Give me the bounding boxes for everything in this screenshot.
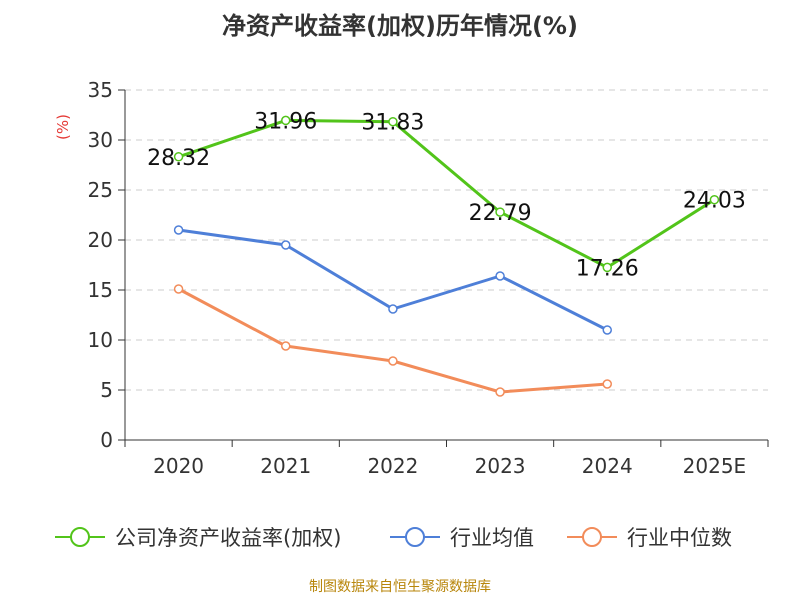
data-label: 24.03	[683, 189, 746, 214]
data-point	[173, 284, 184, 294]
y-tick-label: 35	[88, 78, 113, 102]
y-axis-label: (%)	[54, 114, 72, 140]
data-label: 28.32	[147, 146, 210, 171]
data-point	[602, 379, 612, 389]
x-tick-label: 2023	[475, 454, 526, 478]
data-label: 31.96	[254, 109, 317, 134]
data-point	[388, 116, 398, 127]
data-point	[602, 262, 612, 273]
y-tick-label: 15	[88, 278, 113, 302]
legend-marker	[582, 527, 602, 547]
data-point	[173, 225, 184, 235]
axes: 0 5 10 15 20 25 30 35 2020 2021 2022 2023 2024 2025E (…	[54, 78, 769, 478]
grid-lines	[125, 89, 768, 391]
data-point	[495, 207, 505, 217]
y-tick-label: 25	[88, 178, 113, 202]
data-label: 31.83	[361, 111, 424, 136]
series-line	[178, 118, 716, 269]
data-point	[495, 387, 505, 397]
y-tick-label: 10	[88, 328, 113, 352]
series-line	[178, 228, 608, 332]
y-tick-label: 5	[100, 378, 113, 402]
chart-title: 净资产收益率(加权)历年情况(%)	[222, 12, 578, 40]
data-label: 17.26	[576, 256, 639, 281]
x-tick-label: 2021	[260, 454, 311, 478]
x-tick-label: 2022	[367, 454, 418, 478]
data-point	[173, 152, 184, 162]
data-point	[388, 356, 398, 366]
data-source-note: 制图数据来自恒生聚源数据库	[309, 579, 491, 595]
series	[173, 115, 720, 397]
data-point	[709, 194, 720, 205]
legend: 公司净资产收益率(加权) 行业均值 行业中位数	[55, 526, 732, 550]
x-tick-label: 2025E	[683, 454, 747, 478]
y-tick-label: 0	[100, 428, 113, 452]
data-point	[602, 325, 612, 335]
data-labels: 28.32 31.96 31.83 22.79 17.26 24.03	[147, 109, 746, 281]
data-point	[388, 304, 398, 314]
data-label: 22.79	[469, 201, 532, 226]
legend-label: 公司净资产收益率(加权)	[115, 526, 341, 550]
y-tick-label: 30	[88, 128, 113, 152]
legend-label: 行业均值	[450, 526, 534, 550]
x-tick-label: 2024	[582, 454, 633, 478]
data-point	[281, 240, 291, 250]
legend-marker	[70, 527, 90, 547]
legend-marker	[405, 527, 425, 547]
data-point	[281, 115, 291, 126]
y-tick-label: 20	[88, 228, 113, 252]
data-point	[495, 271, 505, 281]
legend-label: 行业中位数	[627, 526, 732, 550]
x-tick-label: 2020	[153, 454, 204, 478]
data-point	[281, 341, 291, 351]
